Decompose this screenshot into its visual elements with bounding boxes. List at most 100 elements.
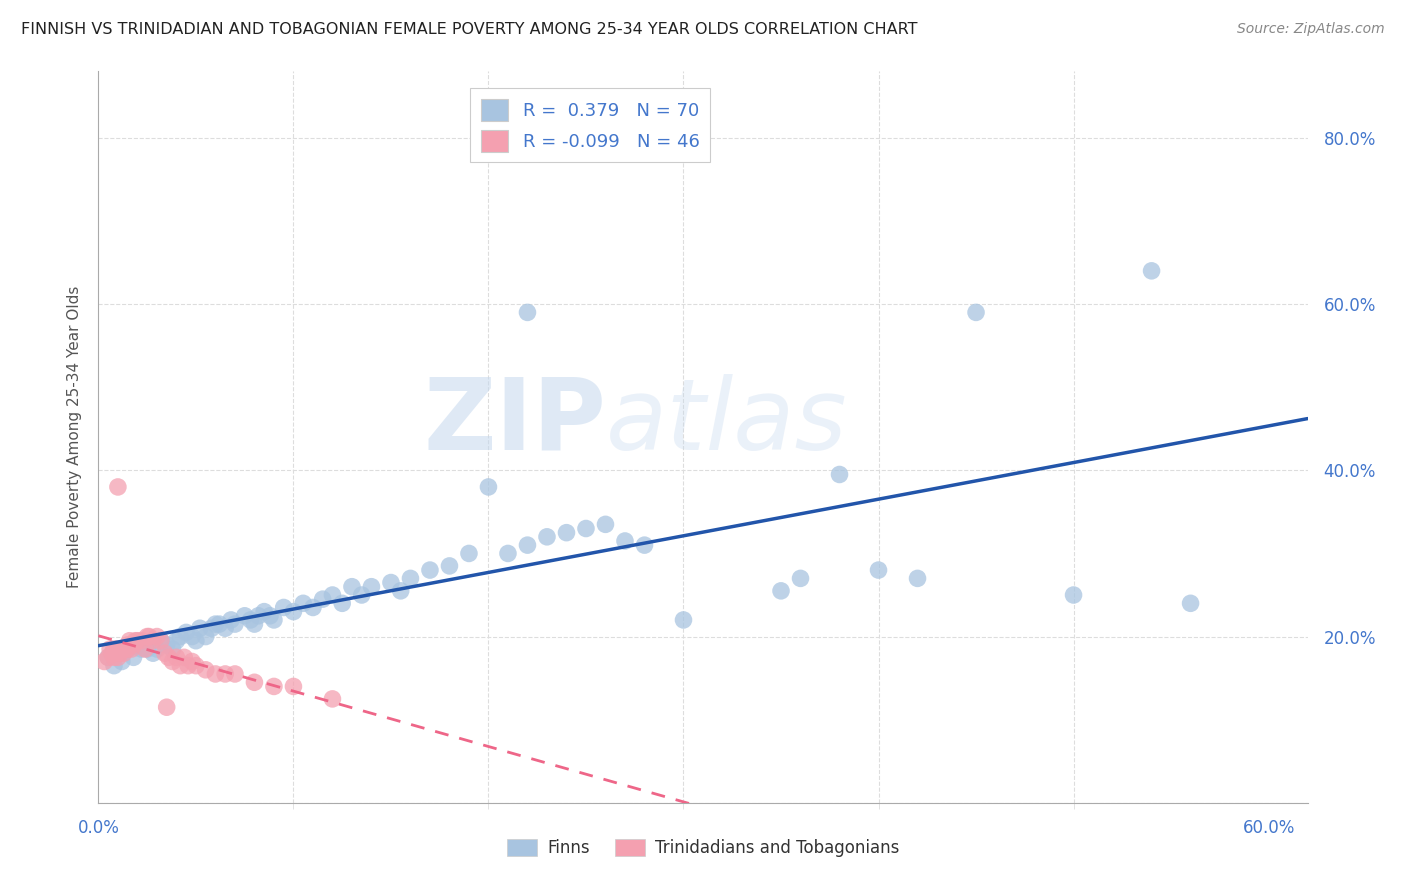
Point: [121, 642, 143, 657]
Point: [117, 642, 139, 657]
Point: [153, 646, 176, 660]
Point: [134, 642, 156, 657]
Point: [868, 563, 890, 577]
Point: [103, 642, 125, 657]
Point: [104, 646, 127, 660]
Point: [138, 630, 160, 644]
Point: [350, 588, 373, 602]
Point: [124, 633, 146, 648]
Point: [340, 580, 363, 594]
Point: [496, 546, 519, 560]
Point: [575, 521, 598, 535]
Point: [672, 613, 695, 627]
Point: [633, 538, 655, 552]
Point: [165, 633, 187, 648]
Point: [156, 638, 179, 652]
Point: [273, 600, 295, 615]
Point: [321, 588, 343, 602]
Point: [111, 655, 134, 669]
Point: [380, 575, 402, 590]
Point: [114, 642, 136, 657]
Point: [136, 642, 159, 657]
Point: [536, 530, 558, 544]
Text: Source: ZipAtlas.com: Source: ZipAtlas.com: [1237, 22, 1385, 37]
Point: [101, 646, 124, 660]
Point: [169, 658, 191, 673]
Point: [107, 650, 129, 665]
Point: [107, 642, 129, 657]
Point: [118, 633, 141, 648]
Point: [111, 642, 134, 657]
Point: [330, 596, 353, 610]
Point: [146, 630, 169, 644]
Point: [177, 658, 200, 673]
Point: [112, 646, 135, 660]
Point: [239, 613, 262, 627]
Point: [263, 680, 285, 694]
Point: [184, 658, 207, 673]
Point: [477, 480, 499, 494]
Point: [259, 608, 281, 623]
Point: [233, 608, 256, 623]
Point: [219, 613, 242, 627]
Point: [131, 633, 153, 648]
Point: [204, 667, 226, 681]
Point: [247, 608, 270, 623]
Point: [555, 525, 578, 540]
Point: [181, 630, 204, 644]
Point: [253, 605, 276, 619]
Point: [243, 675, 266, 690]
Point: [224, 617, 246, 632]
Point: [107, 480, 129, 494]
Point: [146, 642, 169, 657]
Point: [169, 630, 191, 644]
Point: [419, 563, 441, 577]
Point: [142, 633, 165, 648]
Point: [1180, 596, 1202, 610]
Point: [828, 467, 851, 482]
Point: [1063, 588, 1085, 602]
Point: [156, 700, 179, 714]
Point: [93, 655, 115, 669]
Point: [789, 571, 811, 585]
Point: [136, 630, 159, 644]
Legend: Finns, Trinidadians and Tobagonians: Finns, Trinidadians and Tobagonians: [501, 832, 905, 864]
Point: [103, 650, 125, 665]
Point: [200, 621, 222, 635]
Point: [117, 638, 139, 652]
Point: [292, 596, 315, 610]
Point: [439, 558, 461, 573]
Point: [108, 646, 131, 660]
Point: [769, 583, 792, 598]
Point: [214, 621, 236, 635]
Point: [214, 667, 236, 681]
Point: [907, 571, 929, 585]
Point: [131, 642, 153, 657]
Point: [162, 655, 184, 669]
Text: atlas: atlas: [606, 374, 848, 471]
Point: [181, 655, 204, 669]
Point: [184, 633, 207, 648]
Point: [194, 663, 217, 677]
Point: [188, 621, 211, 635]
Point: [595, 517, 617, 532]
Point: [302, 600, 325, 615]
Point: [283, 680, 305, 694]
Point: [149, 633, 172, 648]
Point: [122, 650, 145, 665]
Point: [263, 613, 285, 627]
Text: FINNISH VS TRINIDADIAN AND TOBAGONIAN FEMALE POVERTY AMONG 25-34 YEAR OLDS CORRE: FINNISH VS TRINIDADIAN AND TOBAGONIAN FE…: [21, 22, 918, 37]
Point: [614, 533, 637, 548]
Point: [243, 617, 266, 632]
Point: [107, 646, 129, 660]
Point: [103, 658, 125, 673]
Point: [98, 642, 121, 657]
Text: ZIP: ZIP: [423, 374, 606, 471]
Point: [174, 625, 197, 640]
Point: [173, 650, 195, 665]
Point: [321, 692, 343, 706]
Point: [122, 638, 145, 652]
Point: [142, 646, 165, 660]
Point: [162, 642, 184, 657]
Point: [312, 592, 335, 607]
